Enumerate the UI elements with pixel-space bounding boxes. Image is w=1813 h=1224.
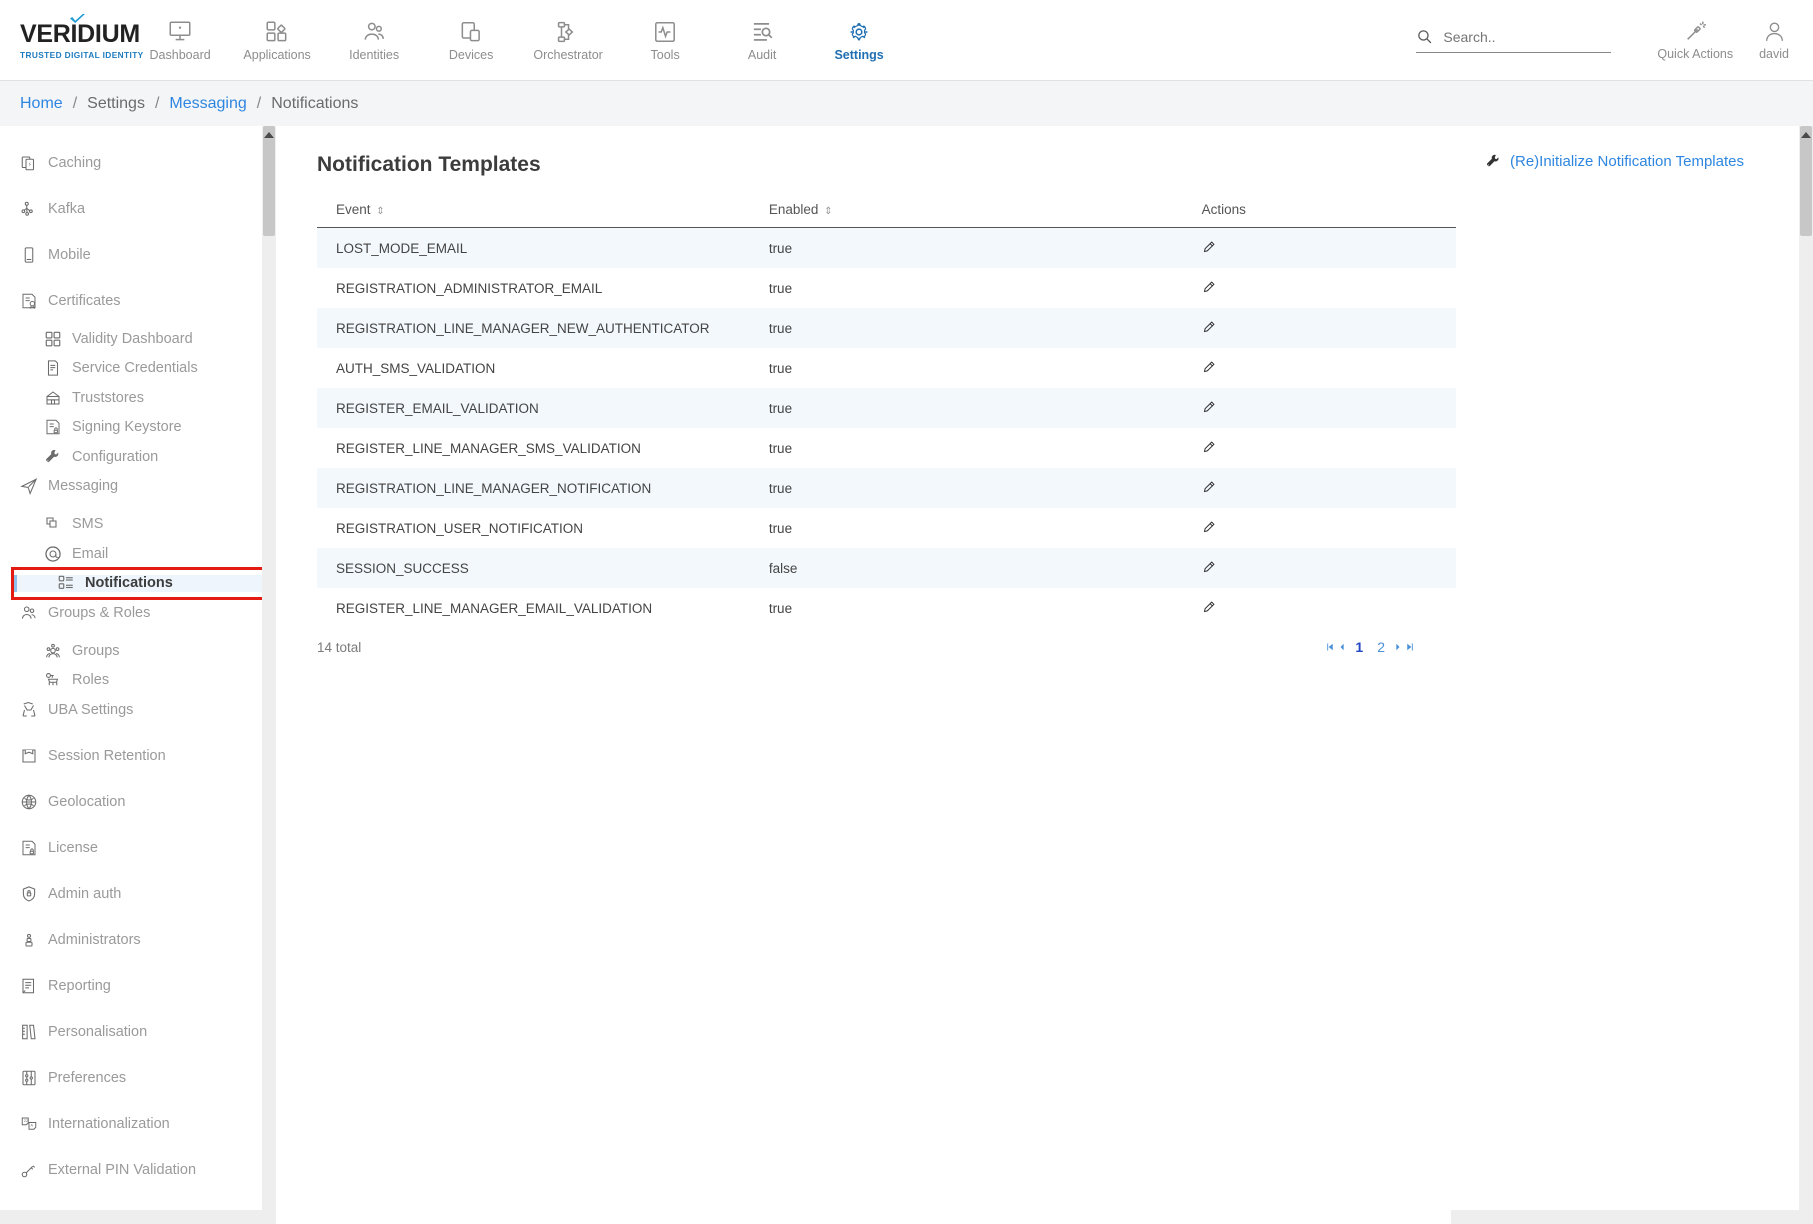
svg-text:22: 22: [24, 1118, 28, 1122]
svg-text:A: A: [31, 1123, 34, 1127]
